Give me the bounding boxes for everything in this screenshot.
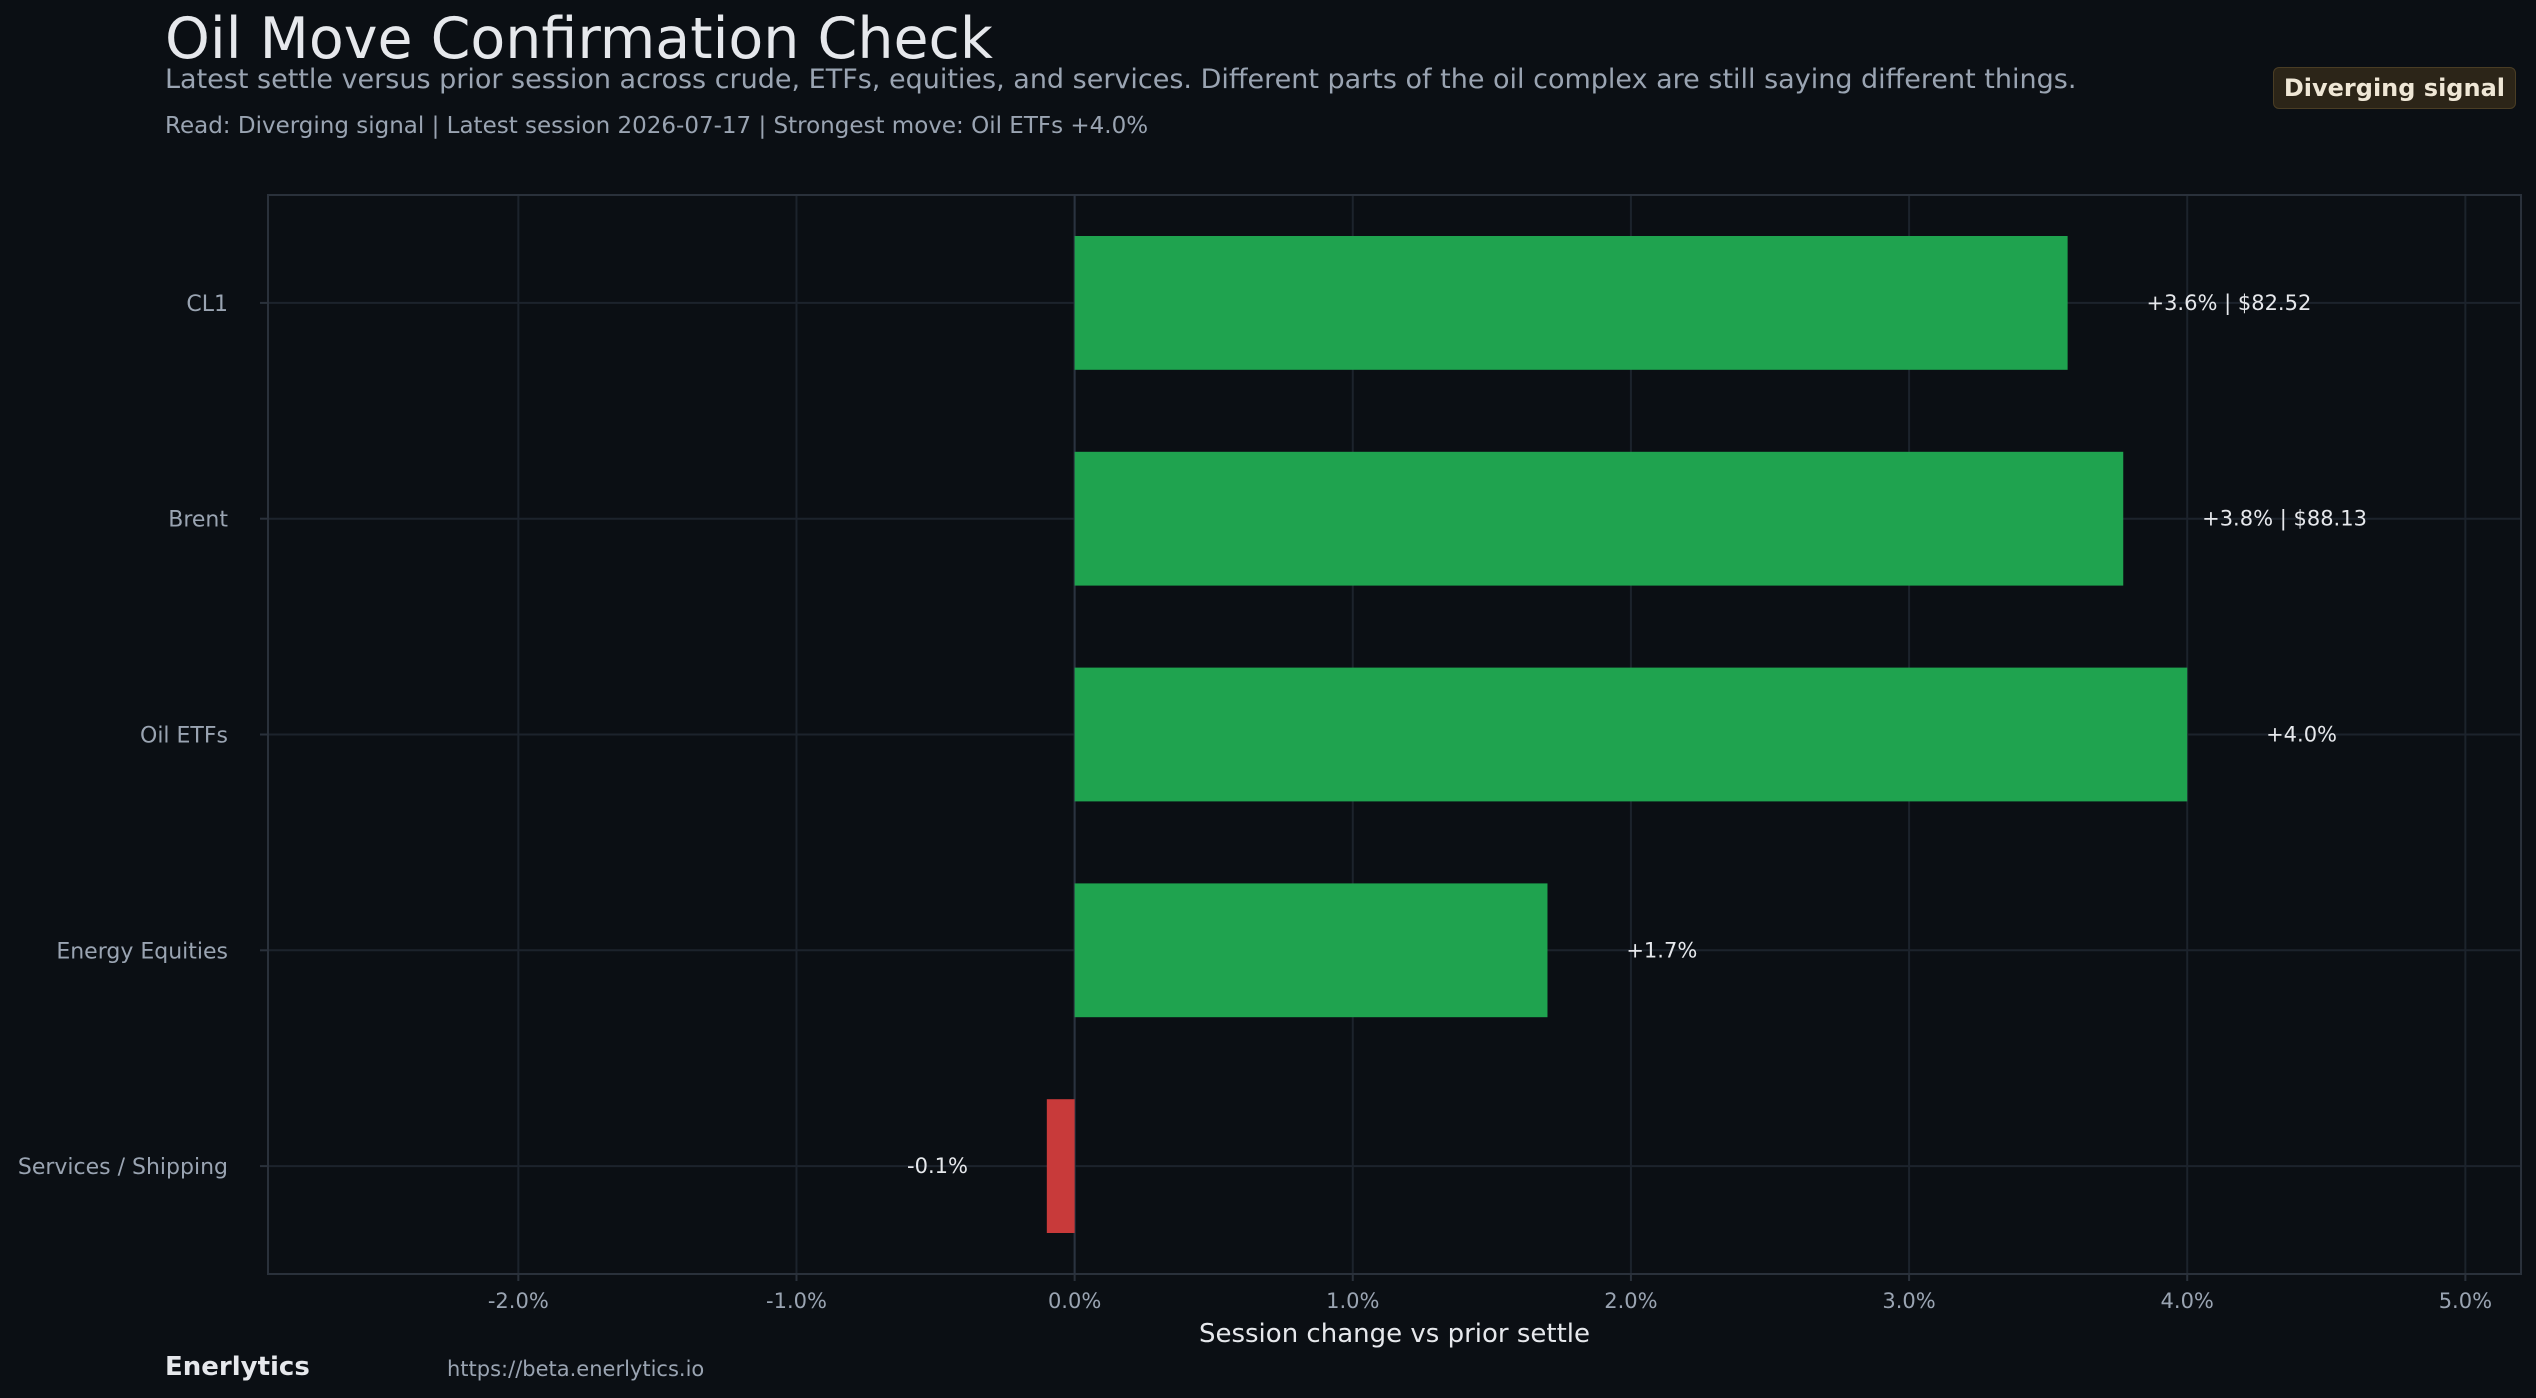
- brand-name: Enerlytics: [165, 1352, 310, 1382]
- x-tick-label: 0.0%: [1048, 1289, 1101, 1313]
- x-tick-label: 4.0%: [2161, 1289, 2214, 1313]
- x-tick-label: -1.0%: [766, 1289, 827, 1313]
- brand-url: https://beta.enerlytics.io: [447, 1357, 705, 1381]
- bar: [1046, 1099, 1075, 1233]
- x-tick-label: 1.0%: [1326, 1289, 1379, 1313]
- data-label: +3.8% | $88.13: [2202, 507, 2367, 532]
- data-label: +3.6% | $82.52: [2146, 291, 2311, 316]
- x-tick-label: 5.0%: [2439, 1289, 2492, 1313]
- x-axis-title: Session change vs prior settle: [1199, 1319, 1590, 1349]
- category-label: Services / Shipping: [18, 1155, 228, 1180]
- x-tick-label: 3.0%: [1882, 1289, 1935, 1313]
- page-subtitle: Latest settle versus prior session acros…: [165, 64, 2077, 95]
- category-label: Energy Equities: [56, 939, 228, 964]
- x-tick-label: 2.0%: [1604, 1289, 1657, 1313]
- bar: [1074, 667, 2188, 802]
- x-tick-label: -2.0%: [488, 1289, 549, 1313]
- bar: [1074, 883, 1548, 1018]
- data-label: +4.0%: [2266, 723, 2337, 747]
- bar: [1074, 236, 2068, 370]
- category-label: Brent: [168, 508, 228, 533]
- data-label: -0.1%: [907, 1154, 968, 1178]
- category-label: Oil ETFs: [140, 724, 228, 749]
- page-title: Oil Move Confirmation Check: [165, 6, 993, 72]
- summary-line: Read: Diverging signal | Latest session …: [165, 113, 1149, 139]
- category-label: CL1: [186, 292, 228, 317]
- status-badge: Diverging signal: [2272, 67, 2516, 109]
- data-label: +1.7%: [1626, 938, 1697, 962]
- bar: [1074, 451, 2124, 586]
